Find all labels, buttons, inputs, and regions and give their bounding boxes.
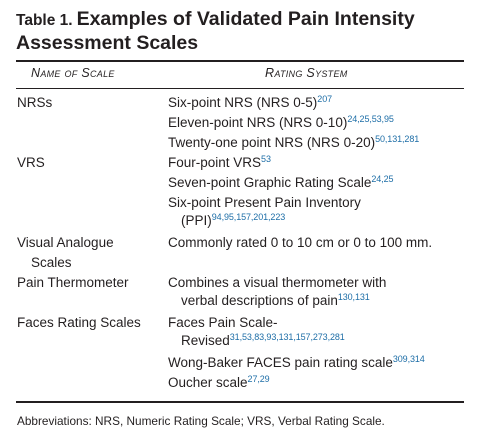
- rating-item: Seven-point Graphic Rating Scale24,25: [168, 174, 394, 190]
- reference-number: 309,314: [392, 354, 425, 364]
- reference-number: 31,53,83,93,131,157,273,281: [229, 332, 345, 342]
- reference-number: 24,25: [371, 174, 394, 184]
- rating-item: Six-point Present Pain Inventory: [168, 195, 361, 210]
- rating-item: Eleven-point NRS (NRS 0-10)24,25,53,95: [168, 114, 394, 130]
- reference-number: 27,29: [247, 374, 270, 384]
- rating-item: Faces Pain Scale-: [168, 315, 278, 330]
- rating-item: Commonly rated 0 to 10 cm or 0 to 100 mm…: [168, 235, 433, 250]
- reference-number: 207: [317, 94, 333, 104]
- rating-item: Oucher scale27,29: [168, 374, 270, 390]
- title-line-2: Assessment Scales: [16, 32, 199, 54]
- row-label-thermometer: Pain Thermometer: [17, 275, 129, 290]
- rating-item: Six-point NRS (NRS 0-5)207: [168, 94, 333, 110]
- column-header-rating: Rating System: [265, 66, 348, 80]
- footnote: Abbreviations: NRS, Numeric Rating Scale…: [17, 414, 385, 428]
- reference-number: 24,25,53,95: [347, 114, 394, 124]
- row-label-vas-continuation: Scales: [31, 255, 72, 270]
- top-rule: [16, 60, 464, 62]
- table-title: Table 1. Examples of Validated Pain Inten…: [16, 8, 486, 55]
- bottom-rule: [16, 401, 464, 403]
- row-label-nrs: NRSs: [17, 95, 53, 110]
- rating-item: Four-point VRS53: [168, 154, 271, 170]
- reference-number: 50,131,281: [375, 134, 420, 144]
- header-rule: [16, 88, 464, 89]
- rating-item-continuation: Revised31,53,83,93,131,157,273,281: [181, 332, 345, 348]
- reference-number: 53: [261, 154, 271, 164]
- reference-number: 94,95,157,201,223: [211, 212, 286, 222]
- title-line-1: Table 1. Examples of Validated Pain Inten…: [16, 8, 486, 32]
- row-label-vas: Visual Analogue: [17, 235, 114, 250]
- table-number: Table 1.: [16, 12, 73, 29]
- rating-item-continuation: verbal descriptions of pain130,131: [181, 292, 370, 308]
- rating-item: Combines a visual thermometer with: [168, 275, 387, 290]
- column-header-name: Name of Scale: [31, 66, 115, 80]
- rating-item: Wong-Baker FACES pain rating scale309,31…: [168, 354, 425, 370]
- rating-item: Twenty-one point NRS (NRS 0-20)50,131,28…: [168, 134, 420, 150]
- row-label-vrs: VRS: [17, 155, 45, 170]
- reference-number: 130,131: [337, 292, 370, 302]
- row-label-faces: Faces Rating Scales: [17, 315, 141, 330]
- title-text-1: Examples of Validated Pain Intensity: [76, 8, 415, 30]
- rating-item-continuation: (PPI)94,95,157,201,223: [181, 212, 286, 228]
